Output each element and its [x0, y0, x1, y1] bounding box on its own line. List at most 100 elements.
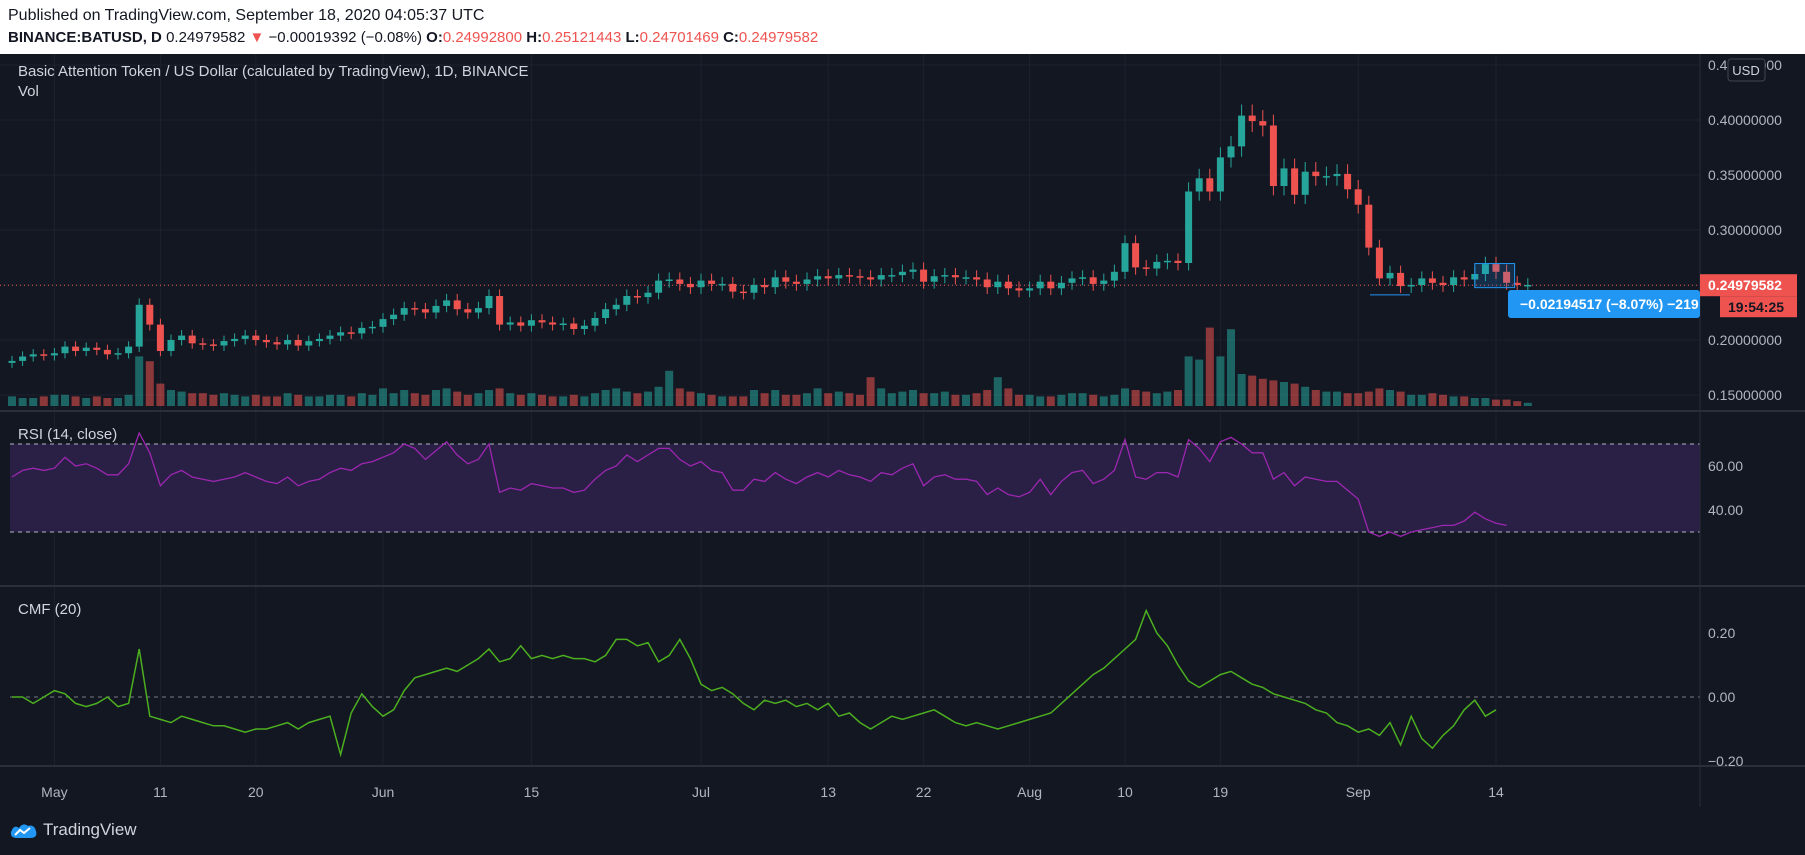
candle-body	[1132, 243, 1140, 268]
candle-body	[326, 335, 334, 339]
candle-body	[623, 296, 631, 305]
candle-body	[50, 353, 58, 356]
volume-bar	[622, 391, 631, 406]
candle-body	[496, 296, 504, 325]
volume-bar	[177, 391, 186, 406]
volume-bar	[771, 390, 780, 406]
volume-bar	[548, 396, 557, 406]
footer: TradingView	[0, 807, 1805, 855]
time-tick-label: Aug	[1017, 784, 1042, 800]
volume-bar	[824, 393, 833, 406]
candle-body	[1450, 277, 1458, 285]
candle-body	[1185, 191, 1193, 263]
candle-body	[305, 341, 313, 346]
candle-body	[527, 320, 535, 326]
candle-body	[559, 323, 567, 325]
volume-bar	[644, 391, 652, 406]
candle-body	[103, 349, 111, 355]
candle-body	[1428, 278, 1436, 283]
candle-body	[739, 291, 747, 294]
time-tick-label: 13	[820, 784, 836, 800]
candle-body	[1407, 285, 1415, 287]
volume-bar	[421, 394, 430, 406]
candle-body	[231, 338, 239, 342]
candle-body	[358, 327, 366, 334]
candle-body	[1301, 171, 1309, 195]
currency-button[interactable]	[1727, 58, 1766, 82]
candle-body	[1280, 168, 1288, 186]
candle-body	[1227, 146, 1235, 158]
main-pane-title: Basic Attention Token / US Dollar (calcu…	[18, 63, 529, 80]
close-value: 0.24979582	[738, 29, 819, 46]
candle-body	[188, 335, 196, 344]
volume-bar	[92, 396, 101, 406]
volume-bar	[718, 396, 727, 406]
volume-bar	[209, 394, 218, 406]
candle-body	[1503, 271, 1511, 283]
candle-body	[400, 308, 408, 315]
volume-bar	[707, 394, 716, 406]
candle-body	[294, 340, 302, 346]
volume-bar	[1258, 378, 1267, 406]
candle-body	[411, 308, 419, 310]
candle-body	[1492, 264, 1500, 272]
volume-bar	[1460, 396, 1469, 406]
volume-bar	[61, 394, 69, 406]
candle-body	[146, 304, 154, 325]
time-tick-label: 14	[1488, 784, 1504, 800]
brand[interactable]: TradingView	[10, 820, 137, 840]
candle-body	[718, 283, 726, 286]
candle-body	[867, 277, 875, 280]
volume-bar	[1269, 380, 1278, 406]
volume-bar	[591, 393, 599, 406]
volume-bar	[241, 396, 250, 406]
measure-box	[1474, 263, 1516, 289]
volume-bar	[898, 391, 907, 406]
cmf-tick-label: 0.20	[1708, 625, 1735, 641]
candle-body	[580, 325, 588, 329]
volume-bar	[304, 396, 313, 406]
candle-body	[1142, 267, 1150, 269]
chart-area[interactable]: 0.15000000 0.20000000 0.30000000 0.35000000…	[0, 54, 1805, 807]
candle-body	[8, 360, 16, 363]
volume-bar	[877, 388, 886, 406]
volume-bar	[1439, 394, 1447, 406]
candle-body	[898, 271, 906, 276]
time-tick-label: 15	[524, 784, 540, 800]
volume-bar	[559, 396, 568, 406]
volume-bar	[326, 394, 334, 406]
candle-body	[973, 277, 981, 280]
candle-body	[368, 326, 376, 329]
volume-bar	[1057, 394, 1066, 406]
volume-bar	[1099, 396, 1108, 406]
volume-bar	[453, 391, 462, 406]
candle-body	[1248, 115, 1256, 122]
volume-bar	[167, 390, 175, 406]
time-tick-label: Jun	[372, 784, 395, 800]
candle-body	[464, 309, 472, 313]
chart-canvas[interactable]: 0.15000000 0.20000000 0.30000000 0.35000000…	[0, 54, 1805, 807]
volume-bar	[156, 383, 165, 406]
volume-bar	[1015, 394, 1023, 406]
candle-body	[443, 300, 451, 306]
volume-bar	[1523, 402, 1532, 406]
rsi-band	[10, 444, 1700, 532]
volume-bar	[697, 393, 705, 406]
candle-body	[1110, 271, 1118, 281]
volume-bar	[50, 394, 59, 406]
open-value: 0.24992800	[442, 29, 523, 46]
volume-bar	[410, 393, 419, 406]
countdown-label: 19:54:25	[1728, 299, 1784, 315]
change-down-icon: ▼	[249, 29, 265, 46]
volume-bar	[357, 393, 366, 406]
candle-body	[156, 324, 164, 351]
measure-tool[interactable]	[1370, 263, 1700, 318]
candle-body	[337, 332, 345, 336]
volume-bar	[432, 390, 440, 406]
candle-body	[1068, 278, 1076, 283]
close-label: C:	[723, 29, 739, 46]
candle-body	[750, 285, 758, 293]
candle-body	[612, 304, 620, 310]
candle-body	[655, 280, 663, 293]
volume-bar	[1046, 396, 1055, 406]
